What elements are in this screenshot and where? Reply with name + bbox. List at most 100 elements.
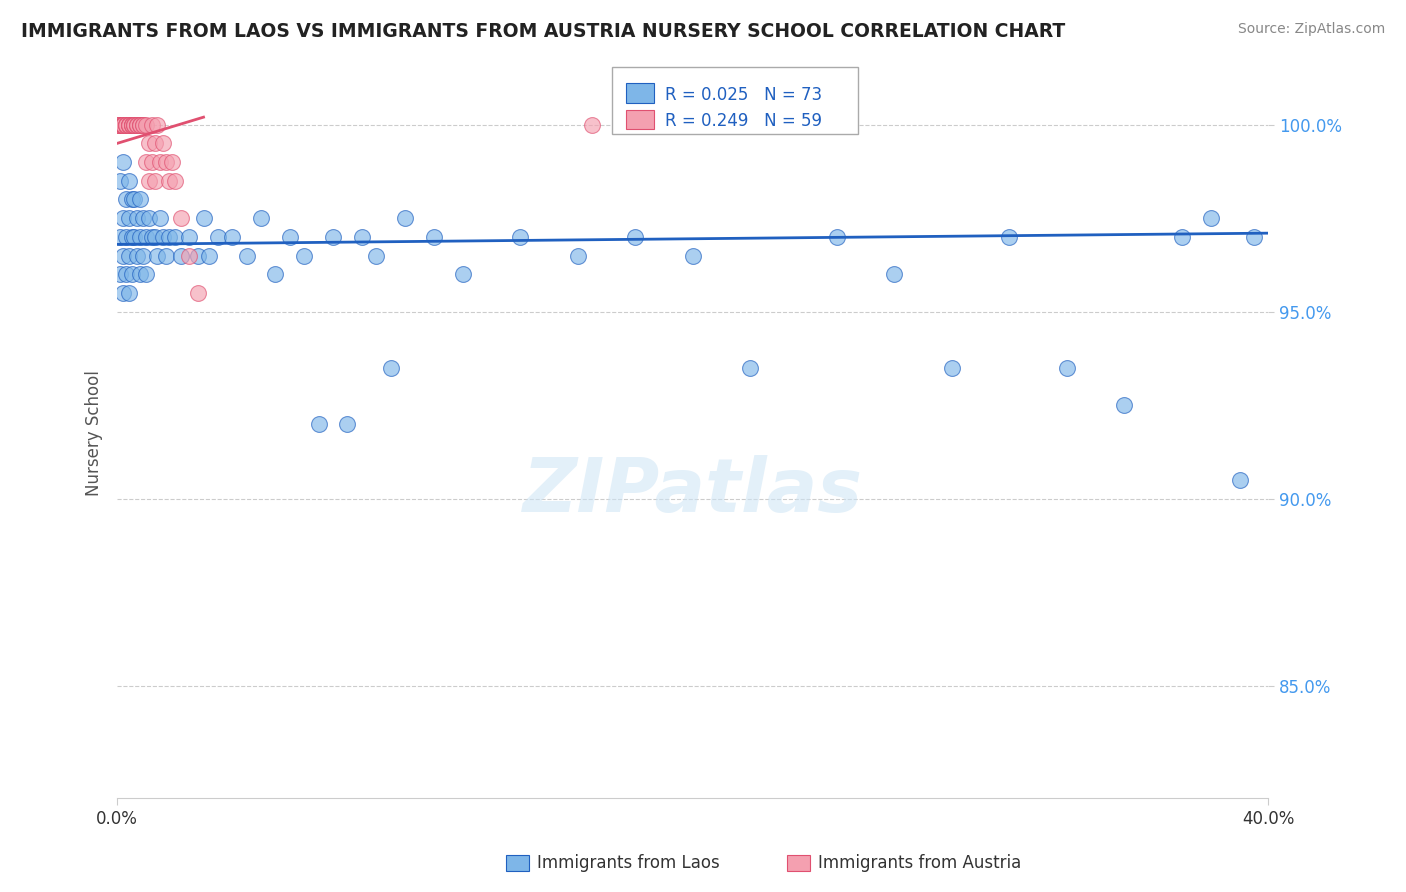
Text: Immigrants from Austria: Immigrants from Austria	[818, 855, 1022, 872]
Point	[163, 230, 186, 244]
Point	[157, 230, 180, 244]
Point	[114, 230, 136, 244]
Point	[129, 230, 152, 244]
Text: IMMIGRANTS FROM LAOS VS IMMIGRANTS FROM AUSTRIA NURSERY SCHOOL CORRELATION CHART: IMMIGRANTS FROM LAOS VS IMMIGRANTS FROM …	[21, 22, 1066, 41]
Point	[108, 118, 131, 132]
Point	[108, 118, 131, 132]
Point	[118, 211, 141, 226]
Point	[129, 118, 152, 132]
Point	[179, 230, 201, 244]
Point	[169, 211, 191, 226]
Point	[121, 118, 143, 132]
Point	[264, 268, 287, 282]
Point	[127, 249, 149, 263]
Point	[114, 268, 136, 282]
Point	[423, 230, 446, 244]
Point	[1171, 230, 1194, 244]
Point	[883, 268, 905, 282]
Point	[141, 155, 163, 169]
Point	[138, 174, 160, 188]
Point	[124, 118, 146, 132]
Point	[118, 118, 141, 132]
Point	[111, 285, 134, 300]
Point	[825, 230, 848, 244]
Point	[394, 211, 416, 226]
Point	[135, 118, 157, 132]
Point	[124, 118, 146, 132]
Point	[143, 174, 166, 188]
Point	[160, 155, 183, 169]
Point	[143, 230, 166, 244]
Point	[118, 174, 141, 188]
Point	[998, 230, 1021, 244]
Point	[118, 118, 141, 132]
Point	[146, 118, 169, 132]
Text: Immigrants from Laos: Immigrants from Laos	[537, 855, 720, 872]
Point	[366, 249, 388, 263]
Point	[187, 249, 209, 263]
Point	[292, 249, 315, 263]
Point	[127, 211, 149, 226]
Point	[143, 136, 166, 151]
Point	[129, 268, 152, 282]
Point	[141, 230, 163, 244]
Point	[132, 118, 155, 132]
Point	[108, 118, 131, 132]
Point	[132, 211, 155, 226]
Point	[111, 118, 134, 132]
Point	[179, 249, 201, 263]
Point	[127, 118, 149, 132]
Text: R = 0.249   N = 59: R = 0.249 N = 59	[665, 112, 823, 130]
Text: ZIPatlas: ZIPatlas	[523, 455, 863, 528]
Point	[111, 118, 134, 132]
Point	[155, 249, 177, 263]
Point	[114, 118, 136, 132]
Point	[169, 249, 191, 263]
Point	[129, 193, 152, 207]
Point	[118, 285, 141, 300]
Point	[121, 193, 143, 207]
Text: R = 0.025   N = 73: R = 0.025 N = 73	[665, 86, 823, 103]
Point	[308, 417, 330, 431]
Point	[124, 118, 146, 132]
Point	[132, 249, 155, 263]
Point	[157, 174, 180, 188]
Point	[129, 118, 152, 132]
Point	[152, 230, 174, 244]
Point	[108, 268, 131, 282]
Point	[121, 118, 143, 132]
Point	[108, 118, 131, 132]
Point	[111, 118, 134, 132]
Point	[108, 118, 131, 132]
Text: Source: ZipAtlas.com: Source: ZipAtlas.com	[1237, 22, 1385, 37]
Point	[451, 268, 474, 282]
Point	[127, 118, 149, 132]
Point	[118, 118, 141, 132]
Point	[155, 155, 177, 169]
Point	[1229, 473, 1251, 487]
Point	[124, 193, 146, 207]
Point	[322, 230, 344, 244]
Point	[581, 118, 603, 132]
Point	[221, 230, 243, 244]
Point	[114, 118, 136, 132]
Point	[198, 249, 221, 263]
Point	[135, 268, 157, 282]
Point	[114, 193, 136, 207]
Point	[350, 230, 373, 244]
Point	[118, 249, 141, 263]
Point	[1114, 398, 1136, 412]
Point	[108, 118, 131, 132]
Point	[111, 155, 134, 169]
Point	[235, 249, 257, 263]
Point	[111, 118, 134, 132]
Point	[152, 136, 174, 151]
Point	[207, 230, 229, 244]
Point	[1243, 230, 1265, 244]
Point	[108, 118, 131, 132]
Y-axis label: Nursery School: Nursery School	[86, 370, 103, 496]
Point	[380, 360, 402, 375]
Point	[129, 118, 152, 132]
Point	[111, 118, 134, 132]
Point	[250, 211, 273, 226]
